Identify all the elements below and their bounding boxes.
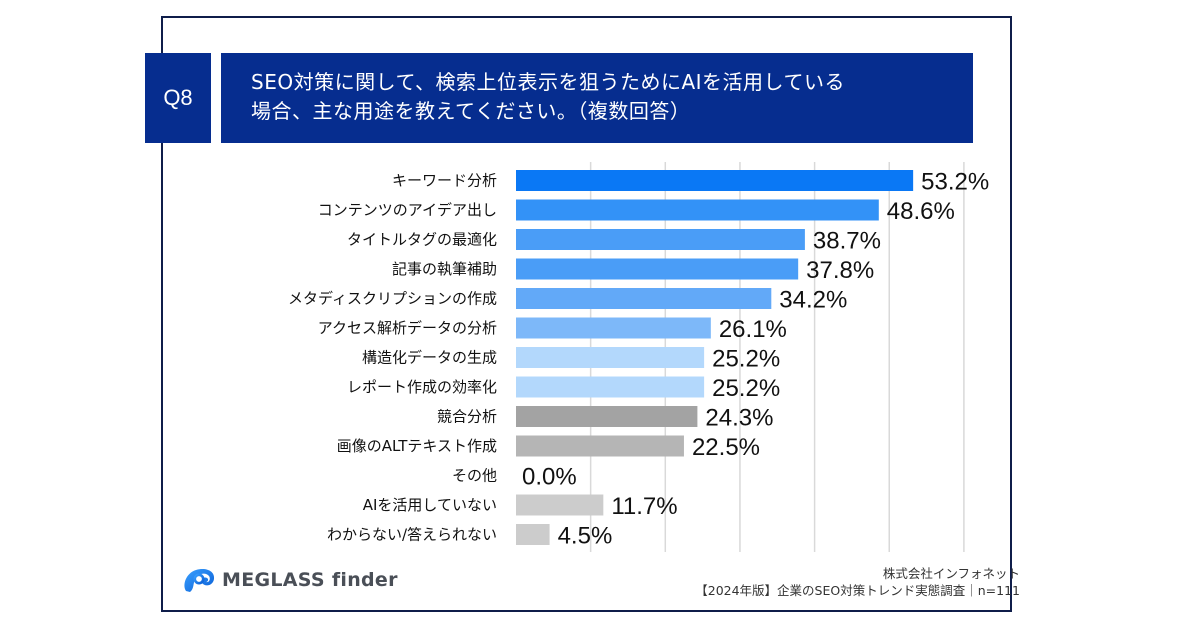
- chart-frame: [161, 16, 1012, 612]
- bar: [516, 288, 772, 309]
- bar: [516, 229, 805, 250]
- category-label: 競合分析: [437, 408, 497, 426]
- category-label: レポート作成の効率化: [347, 378, 497, 396]
- question-number-badge: Q8: [145, 53, 211, 143]
- value-labels: 53.2%48.6%38.7%37.8% 34.2%26.1% 25.2%25.2%…: [522, 169, 989, 550]
- value-label: 4.5%: [558, 523, 613, 550]
- gridlines: [589, 162, 965, 552]
- bars: [516, 170, 914, 545]
- bar: [516, 406, 698, 427]
- value-label: 26.1%: [719, 316, 787, 343]
- category-label: 記事の執筆補助: [392, 260, 497, 278]
- category-label: 構造化データの生成: [362, 349, 497, 367]
- value-label: 25.2%: [712, 346, 780, 373]
- category-label: 画像のALTテキスト作成: [337, 437, 497, 455]
- meglass-logo-icon: [184, 569, 215, 592]
- category-label: わからない/答えられない: [327, 526, 497, 544]
- bar: [516, 317, 711, 339]
- bar: [516, 435, 684, 457]
- category-label: メタディスクリプションの作成: [288, 290, 497, 308]
- category-labels: キーワード分析コンテンツのアイデア出しタイトルタグの最適化記事の執筆補助メタディ…: [288, 172, 497, 544]
- category-label: AIを活用していない: [363, 496, 497, 514]
- question-line-2: 場合、主な用途を教えてください。（複数回答）: [251, 99, 691, 123]
- bar: [516, 199, 879, 221]
- category-label: キーワード分析: [392, 172, 497, 190]
- value-label: 37.8%: [806, 257, 874, 284]
- value-label: 0.0%: [522, 464, 577, 491]
- source-credit: 株式会社インフォネット 【2024年版】企業のSEO対策トレンド実態調査｜n=1…: [695, 565, 1020, 599]
- category-label: タイトルタグの最適化: [347, 231, 497, 249]
- bar: [516, 494, 604, 516]
- value-label: 24.3%: [705, 405, 773, 432]
- value-label: 22.5%: [692, 434, 760, 461]
- meglass-logo: MEGLASS finder: [182, 567, 398, 593]
- bar: [516, 258, 799, 280]
- value-label: 38.7%: [813, 228, 881, 255]
- value-label: 48.6%: [887, 198, 955, 225]
- bar: [516, 524, 550, 545]
- value-label: 11.7%: [611, 493, 677, 520]
- value-label: 34.2%: [779, 287, 847, 314]
- question-number: Q8: [163, 85, 193, 110]
- bar: [516, 170, 914, 191]
- meglass-brand-text: MEGLASS finder: [222, 569, 398, 591]
- category-label: コンテンツのアイデア出し: [318, 201, 497, 219]
- category-label: その他: [452, 467, 497, 485]
- question-header: SEO対策に関して、検索上位表示を狙うためにAIを活用している 場合、主な用途を…: [221, 53, 973, 143]
- survey-name: 【2024年版】企業のSEO対策トレンド実態調査｜n=111: [695, 583, 1020, 598]
- category-label: アクセス解析データの分析: [318, 319, 497, 337]
- bar: [516, 376, 705, 398]
- question-line-1: SEO対策に関して、検索上位表示を狙うためにAIを活用している: [251, 70, 845, 94]
- company-name: 株式会社インフォネット: [882, 566, 1020, 581]
- bar: [516, 347, 705, 368]
- value-label: 25.2%: [712, 375, 780, 402]
- value-label: 53.2%: [921, 169, 989, 196]
